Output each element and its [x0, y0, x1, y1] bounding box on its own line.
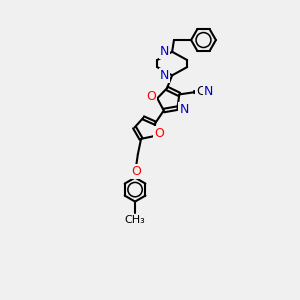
Text: N: N	[179, 103, 189, 116]
Text: O: O	[131, 165, 141, 178]
Text: N: N	[160, 69, 169, 82]
Text: N: N	[204, 85, 214, 98]
Text: O: O	[146, 90, 156, 103]
Text: N: N	[160, 45, 169, 58]
Text: C: C	[196, 85, 205, 98]
Text: CH₃: CH₃	[125, 215, 146, 225]
Text: O: O	[154, 127, 164, 140]
